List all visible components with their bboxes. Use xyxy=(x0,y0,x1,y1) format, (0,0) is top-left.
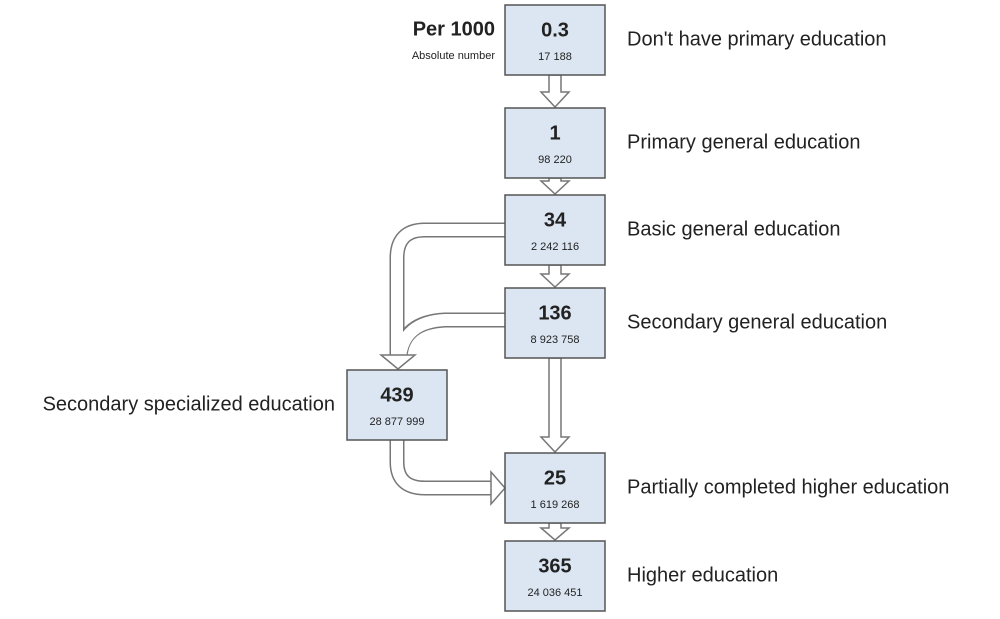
arrows xyxy=(378,74,572,541)
per-1000: 365 xyxy=(538,555,571,577)
node-box xyxy=(504,287,606,359)
per-1000: 1 xyxy=(549,122,560,144)
arrow xyxy=(538,522,572,541)
node-label: Don't have primary education xyxy=(627,28,887,50)
absolute-number: 1 619 268 xyxy=(531,499,580,511)
node-label: Primary general education xyxy=(627,131,860,153)
node-box xyxy=(504,540,606,612)
per-1000: 136 xyxy=(538,302,571,324)
arrow xyxy=(391,224,506,358)
arrow xyxy=(539,177,571,196)
node-box xyxy=(346,369,448,441)
per-1000: 439 xyxy=(380,384,413,406)
node-box xyxy=(504,4,606,76)
absolute-number: 24 036 451 xyxy=(527,587,582,599)
absolute-number: 28 877 999 xyxy=(369,416,424,428)
absolute-number: 17 188 xyxy=(538,51,572,63)
node-label: Partially completed higher education xyxy=(627,476,949,498)
absolute-number: 8 923 758 xyxy=(531,334,580,346)
arrow xyxy=(539,74,571,109)
per-1000: 0.3 xyxy=(541,19,569,41)
node-label: Higher education xyxy=(627,564,778,586)
node-label: Secondary specialized education xyxy=(43,393,335,415)
absolute-number: 2 242 116 xyxy=(531,241,579,253)
arrow-head xyxy=(378,354,418,370)
node-label: Secondary general education xyxy=(627,311,887,333)
arrow-head xyxy=(490,470,506,506)
per-1000: 25 xyxy=(544,467,566,489)
legend-title: Per 1000 xyxy=(413,18,495,40)
node-box xyxy=(504,452,606,524)
per-1000: 34 xyxy=(544,209,567,231)
legend-subtitle: Absolute number xyxy=(412,50,495,62)
arrow xyxy=(539,264,571,289)
node-box xyxy=(504,194,606,266)
absolute-number: 98 220 xyxy=(538,154,572,166)
arrow xyxy=(539,357,571,454)
arrow xyxy=(391,439,494,494)
node-box xyxy=(504,107,606,179)
node-label: Basic general education xyxy=(627,218,840,240)
arrow xyxy=(394,314,506,359)
